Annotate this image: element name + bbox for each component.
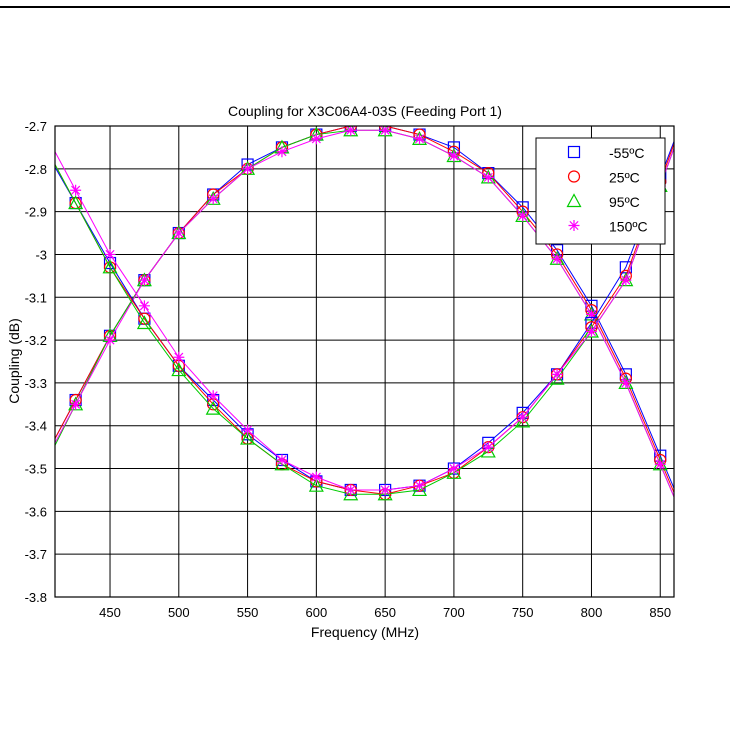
data-point — [585, 308, 597, 320]
x-tick-label: 650 — [374, 605, 396, 620]
y-tick-label: -2.9 — [25, 205, 47, 220]
data-point — [104, 248, 116, 260]
data-point — [173, 227, 185, 239]
x-tick-label: 500 — [168, 605, 190, 620]
data-point — [414, 480, 426, 492]
data-point — [68, 195, 84, 210]
series-line — [55, 146, 674, 491]
data-point — [207, 390, 219, 402]
series-line — [55, 129, 674, 499]
data-point — [70, 184, 82, 196]
legend-marker — [567, 145, 581, 159]
x-tick-label: 800 — [581, 605, 603, 620]
y-tick-label: -3.2 — [25, 333, 47, 348]
data-point — [102, 259, 118, 274]
data-point — [138, 274, 150, 286]
data-point — [448, 463, 460, 475]
data-point — [310, 471, 322, 483]
data-point — [620, 274, 632, 286]
data-point — [620, 377, 632, 389]
legend-label: 25ºC — [609, 170, 640, 186]
x-tick-label: 600 — [306, 605, 328, 620]
data-point — [448, 150, 460, 162]
data-point — [482, 441, 494, 453]
plot-frame — [54, 125, 675, 598]
data-point — [551, 253, 563, 265]
x-tick-label: 750 — [512, 605, 534, 620]
y-tick-label: -3.1 — [25, 290, 47, 305]
data-point — [654, 458, 666, 470]
data-point — [173, 351, 185, 363]
data-point — [205, 400, 221, 415]
y-ticks: -3.8 -3.7 -3.6 -3.5 -3.4 -3.3 -3.2 -3.1 -3 -2.9 -2… — [25, 119, 47, 605]
data-point — [242, 163, 254, 175]
y-tick-label: -3.8 — [25, 590, 47, 605]
data-point — [379, 484, 391, 496]
data-point — [308, 477, 324, 492]
data-point — [345, 484, 357, 496]
y-tick-label: -2.8 — [25, 162, 47, 177]
data-point — [138, 300, 150, 312]
x-tick-label: 700 — [443, 605, 465, 620]
data-point — [517, 411, 529, 423]
legend-label: 150ºC — [609, 219, 648, 235]
x-ticks: 450 500 550 600 650 700 750 800 850 — [99, 605, 671, 620]
data-point — [414, 133, 426, 145]
legend-marker — [568, 220, 580, 231]
legend-label: -55ºC — [609, 145, 644, 161]
legend: -55ºC 25ºC 95ºC 150ºC — [535, 137, 666, 245]
x-tick-label: 550 — [237, 605, 259, 620]
data-point — [240, 430, 256, 445]
data-point — [207, 193, 219, 205]
x-tick-label: 850 — [649, 605, 671, 620]
series-layer — [55, 126, 674, 501]
data-point — [379, 126, 391, 136]
data-point — [242, 424, 254, 436]
y-tick-label: -3.5 — [25, 462, 47, 477]
data-point — [310, 133, 322, 145]
y-tick-label: -3.7 — [25, 547, 47, 562]
data-point — [482, 171, 494, 183]
series-group — [55, 126, 674, 499]
data-point — [136, 315, 152, 330]
data-point — [70, 398, 82, 410]
y-tick-label: -3 — [35, 247, 47, 262]
series-group — [55, 146, 674, 496]
chart-title: Coupling for X3C06A4-03S (Feeding Port 1… — [228, 103, 502, 119]
y-tick-label: -2.7 — [25, 119, 47, 134]
y-tick-label: -3.6 — [25, 504, 47, 519]
y-tick-label: -3.4 — [25, 419, 47, 434]
data-point — [104, 334, 116, 346]
y-tick-label: -3.3 — [25, 376, 47, 391]
data-point — [138, 312, 151, 325]
top-rule — [0, 6, 730, 8]
data-point — [171, 362, 187, 377]
data-point — [345, 126, 357, 136]
data-point — [585, 326, 597, 338]
x-axis-label: Frequency (MHz) — [311, 624, 419, 640]
data-point — [517, 210, 529, 222]
data-point — [276, 454, 288, 466]
data-point — [551, 368, 563, 380]
legend-box — [535, 137, 666, 245]
data-point — [276, 146, 288, 158]
legend-marker — [567, 170, 581, 183]
x-tick-label: 450 — [99, 605, 121, 620]
y-axis-label: Coupling (dB) — [6, 318, 22, 404]
legend-marker — [566, 193, 582, 208]
legend-label: 95ºC — [609, 194, 640, 210]
